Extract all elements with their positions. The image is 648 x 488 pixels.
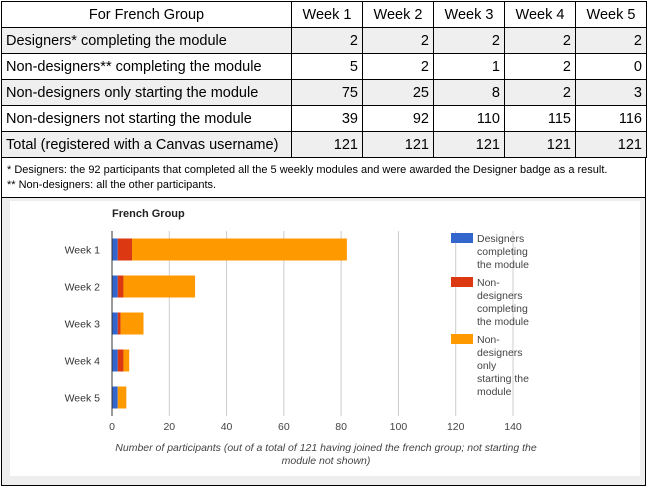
row-label: Total (registered with a Canvas username… xyxy=(1,131,292,158)
footnote-designers: * Designers: the 92 participants that co… xyxy=(7,164,608,176)
x-axis-label-line-2: module not shown) xyxy=(282,455,371,467)
bar-segment xyxy=(112,275,118,298)
table-cell: 2 xyxy=(362,27,434,54)
bar-segment xyxy=(117,312,121,335)
legend-entry: Non-designers only starting the module xyxy=(477,334,529,398)
table-header: Week 5 xyxy=(575,1,647,28)
table-cell: 121 xyxy=(504,131,576,158)
row-label: Designers* completing the module xyxy=(1,27,292,54)
table-cell: 92 xyxy=(362,105,434,132)
chart-title: French Group xyxy=(112,208,185,220)
table-cell: 121 xyxy=(362,131,434,158)
table-header: Week 3 xyxy=(433,1,505,28)
footnotes: * Designers: the 92 participants that co… xyxy=(1,160,646,198)
legend-swatch xyxy=(451,334,473,344)
y-tick-label: Week 2 xyxy=(65,282,101,294)
bar-segment xyxy=(123,275,196,298)
bar-chart: French Group 0 20 40 60 80 100 120 140 Week 1 Wee… xyxy=(65,208,537,467)
row-label: Non-designers not starting the module xyxy=(1,105,292,132)
x-tick-label: 0 xyxy=(109,421,115,433)
y-tick-label: Week 1 xyxy=(65,245,101,257)
table-header: For French Group xyxy=(1,1,292,28)
table-cell: 110 xyxy=(433,105,505,132)
table-cell: 121 xyxy=(291,131,363,158)
table-cell: 1 xyxy=(433,53,505,80)
table-cell: 39 xyxy=(291,105,363,132)
table-header: Week 1 xyxy=(291,1,363,28)
x-tick-label: 140 xyxy=(504,421,522,433)
table-cell: 2 xyxy=(575,27,647,54)
table-cell: 2 xyxy=(504,79,576,106)
table-row: Non-designers** completing the module 5 … xyxy=(1,53,647,80)
table-row: Non-designers not starting the module 39… xyxy=(1,105,647,132)
bar-segment xyxy=(117,386,127,409)
table-cell: 0 xyxy=(575,53,647,80)
table-cell: 115 xyxy=(504,105,576,132)
table-header-row: For French Group Week 1 Week 2 Week 3 We… xyxy=(1,1,647,28)
row-label: Non-designers** completing the module xyxy=(1,53,292,80)
table-cell: 75 xyxy=(291,79,363,106)
bar-segment xyxy=(112,312,118,335)
table-cell: 5 xyxy=(291,53,363,80)
x-tick-label: 20 xyxy=(163,421,175,433)
bar-segment xyxy=(112,386,118,409)
legend-entry: Designers completing the module xyxy=(477,233,529,271)
table-cell: 2 xyxy=(504,27,576,54)
x-tick-label: 80 xyxy=(335,421,347,433)
table-cell: 25 xyxy=(362,79,434,106)
table-cell: 8 xyxy=(433,79,505,106)
table-cell: 121 xyxy=(575,131,647,158)
table-cell: 2 xyxy=(433,27,505,54)
table-row: Total (registered with a Canvas username… xyxy=(1,131,647,158)
bar-segment xyxy=(132,238,347,261)
legend-swatch xyxy=(451,277,473,287)
table-cell: 2 xyxy=(291,27,363,54)
bar-segment xyxy=(117,349,124,372)
table-row: Designers* completing the module 2 2 2 2… xyxy=(1,27,647,54)
table-header: Week 4 xyxy=(504,1,576,28)
bar-segment xyxy=(120,312,144,335)
table-cell: 3 xyxy=(575,79,647,106)
table-cell: 2 xyxy=(362,53,434,80)
x-tick-label: 120 xyxy=(447,421,465,433)
bar-segment xyxy=(112,349,118,372)
legend-entry: Non-designers completing the module xyxy=(477,277,529,328)
table-cell: 116 xyxy=(575,105,647,132)
bar-segment xyxy=(117,238,133,261)
x-tick-label: 60 xyxy=(278,421,290,433)
row-label: Non-designers only starting the module xyxy=(1,79,292,106)
data-table: For French Group Week 1 Week 2 Week 3 We… xyxy=(1,1,647,158)
x-axis-label-line-1: Number of participants (out of a total o… xyxy=(115,442,537,454)
legend-swatch xyxy=(451,233,473,243)
y-tick-label: Week 3 xyxy=(65,319,101,331)
chart-panel: French Group 0 20 40 60 80 100 120 140 Week 1 Wee… xyxy=(1,198,646,486)
bar-segment xyxy=(117,275,124,298)
y-tick-label: Week 4 xyxy=(65,356,101,368)
table-cell: 121 xyxy=(433,131,505,158)
table-header: Week 2 xyxy=(362,1,434,28)
table-cell: 2 xyxy=(504,53,576,80)
bar-segment xyxy=(123,349,130,372)
footnote-non-designers: ** Non-designers: all the other particip… xyxy=(7,179,217,191)
table-row: Non-designers only starting the module 7… xyxy=(1,79,647,106)
y-tick-label: Week 5 xyxy=(65,393,101,405)
x-tick-label: 100 xyxy=(390,421,408,433)
bar-segment xyxy=(112,238,118,261)
chart-area: French Group 0 20 40 60 80 100 120 140 Week 1 Wee… xyxy=(10,201,640,476)
x-tick-label: 40 xyxy=(221,421,233,433)
